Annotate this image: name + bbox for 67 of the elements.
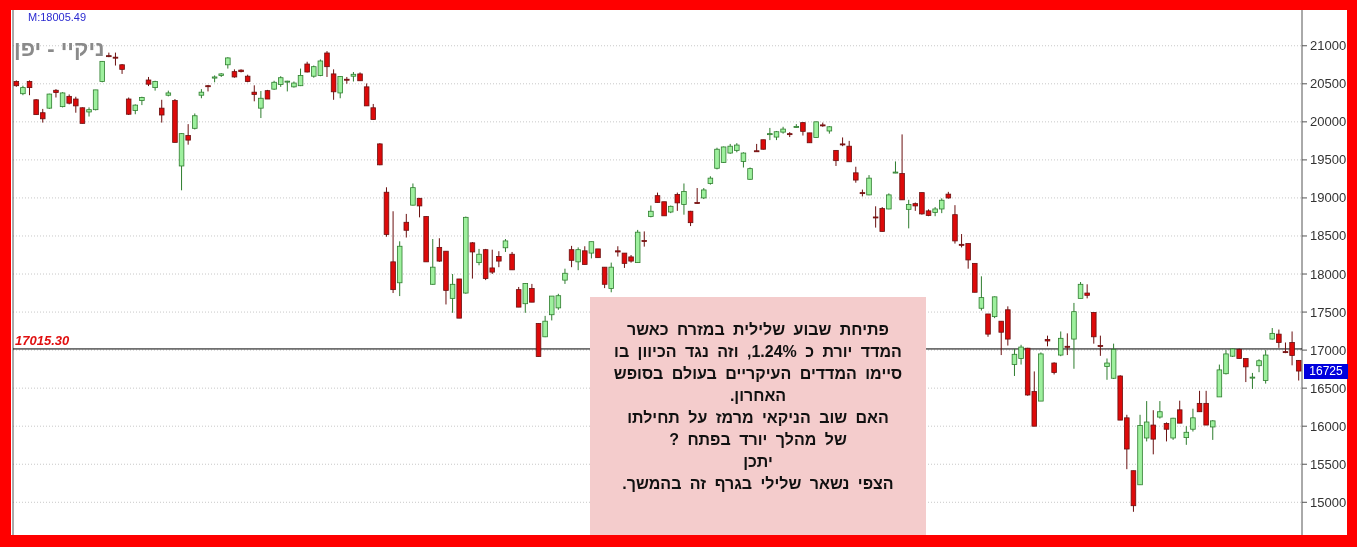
candlestick (608, 262, 614, 293)
candlestick (1276, 329, 1282, 349)
candlestick (324, 50, 330, 78)
candlestick (205, 84, 211, 92)
candlestick (159, 99, 165, 124)
candlestick (496, 250, 502, 268)
y-tick-label: 15000 (1310, 494, 1347, 510)
y-tick-label: 15500 (1310, 456, 1347, 472)
candlestick (53, 88, 59, 98)
candlestick (1190, 408, 1196, 433)
candlestick (403, 213, 410, 238)
candlestick (185, 123, 191, 146)
candlestick (575, 246, 581, 271)
y-tick-label: 17000 (1310, 342, 1347, 358)
ref-line-label: 17015.30 (15, 332, 70, 348)
candlestick (1097, 335, 1104, 357)
candlestick (1183, 425, 1190, 446)
candlestick (568, 245, 575, 268)
annotation: הצפי נשאר שלילי בגרף זה בהמשך. (621, 474, 895, 494)
candlestick (1150, 409, 1156, 455)
candlestick (330, 68, 337, 101)
candlestick (674, 192, 681, 212)
candlestick (562, 268, 568, 285)
candlestick (469, 241, 476, 280)
candlestick (1177, 400, 1183, 424)
candlestick (337, 75, 343, 99)
candlestick (582, 245, 588, 266)
candlestick (529, 283, 535, 303)
candlestick (1295, 359, 1302, 382)
candlestick (449, 273, 456, 314)
candlestick (991, 295, 998, 319)
candlestick (641, 230, 647, 248)
candlestick (1163, 421, 1170, 442)
candlestick (905, 199, 912, 229)
candlestick (515, 286, 522, 308)
candlestick (1157, 400, 1163, 420)
candlestick (681, 182, 687, 216)
candlestick (522, 282, 529, 314)
y-tick-label: 17500 (1310, 304, 1347, 320)
text: ניקיי - יפן (14, 36, 105, 62)
annotation: יתכן (742, 452, 774, 472)
annotation: פתיחת שבוע שלילית במזרח כאשר המדד יורת כ 1.24%, וזה נגד הכיוון בו סיימו המדדים העיקריים בעולם בסופש האחרון. (612, 320, 904, 406)
candlestick (601, 266, 608, 289)
candlestick (1064, 332, 1071, 356)
annotation: 16725 (1304, 363, 1348, 379)
candlestick (363, 82, 370, 107)
y-tick-label: 19500 (1310, 152, 1347, 168)
candlestick (1210, 419, 1216, 441)
candlestick (846, 140, 852, 163)
y-tick-label: 20000 (1310, 114, 1347, 130)
candlestick (139, 96, 145, 106)
candlestick (1058, 330, 1064, 357)
candlestick (410, 182, 416, 207)
annotation: M:18005.49 (28, 11, 87, 23)
candlestick (866, 174, 872, 196)
annotation: האם שוב הניקאי מרמז על תחילתו של מהלך יורד בפתח ? (626, 408, 890, 450)
candlestick (985, 313, 991, 338)
y-tick-label: 16000 (1310, 418, 1347, 434)
y-tick-label: 18500 (1310, 228, 1347, 244)
y-tick-label: 21000 (1310, 38, 1347, 54)
y-tick-label: 20500 (1310, 76, 1347, 92)
candlestick (430, 238, 436, 286)
candlestick (978, 275, 985, 312)
y-tick-label: 18000 (1310, 266, 1347, 282)
y-tick-label: 19000 (1310, 190, 1347, 206)
y-tick-label: 16500 (1310, 380, 1347, 396)
candlestick (258, 90, 264, 119)
